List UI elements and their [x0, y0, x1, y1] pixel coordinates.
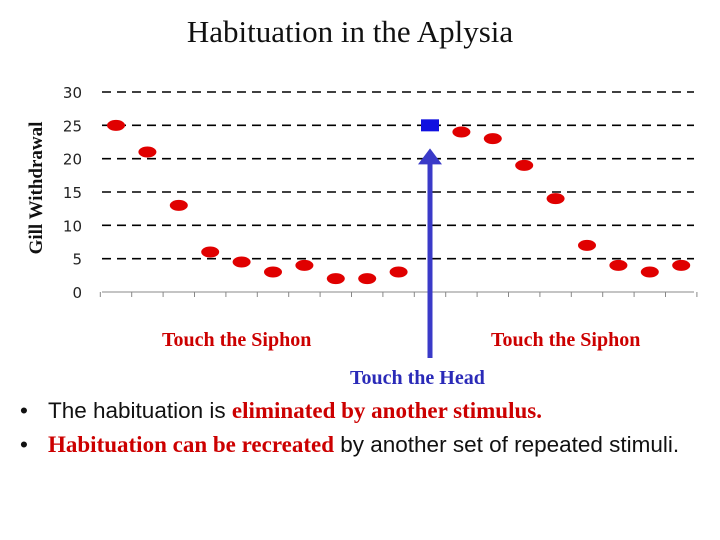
data-point-head	[421, 119, 439, 132]
y-tick-label: 20	[63, 151, 82, 169]
y-tick-label: 30	[63, 84, 82, 102]
bullet-text-emphasis: Habituation can be recreated	[48, 431, 334, 457]
y-tick-label: 15	[63, 184, 82, 202]
arrow-annotation	[418, 148, 442, 358]
bullet-text-emphasis: eliminated by another stimulus.	[231, 398, 542, 423]
data-point-siphon	[483, 133, 502, 145]
bullet-item-1: • The habituation is eliminated by anoth…	[20, 396, 710, 426]
data-point-siphon	[640, 266, 659, 278]
data-points	[107, 119, 691, 285]
data-point-siphon	[295, 259, 314, 271]
data-point-siphon	[232, 256, 251, 268]
data-point-siphon	[264, 266, 282, 278]
data-point-siphon	[107, 119, 125, 131]
label-touch-head: Touch the Head	[350, 367, 485, 389]
y-tick-label: 10	[63, 217, 82, 235]
x-axis	[99, 291, 698, 297]
label-touch-siphon-left: Touch the Siphon	[162, 329, 312, 351]
data-point-siphon	[546, 193, 565, 205]
data-point-siphon	[138, 146, 157, 158]
data-point-siphon	[515, 159, 534, 171]
y-tick-labels: 0 5 10 15 20 25 30	[63, 84, 82, 302]
data-point-siphon	[578, 239, 596, 251]
data-point-siphon	[326, 273, 345, 285]
y-tick-label: 5	[72, 251, 82, 269]
bullet-list: • The habituation is eliminated by anoth…	[20, 396, 710, 464]
label-touch-siphon-right: Touch the Siphon	[491, 329, 641, 351]
grid-lines	[102, 91, 694, 260]
data-point-siphon	[169, 199, 188, 211]
data-point-siphon	[358, 273, 377, 285]
y-tick-label: 0	[72, 284, 82, 302]
data-point-siphon	[609, 259, 628, 271]
bullet-text-plain-after: by another set of repeated stimuli.	[333, 431, 680, 457]
bullet-marker: •	[20, 431, 28, 457]
data-point-siphon	[201, 246, 220, 258]
chart-title: Habituation in the Aplysia	[186, 14, 514, 49]
bullet-marker: •	[20, 398, 28, 423]
bullet-text-plain: The habituation is	[48, 398, 232, 423]
arrow-head	[418, 148, 442, 165]
data-point-siphon	[452, 126, 471, 138]
y-tick-label: 25	[63, 117, 82, 135]
data-point-siphon	[389, 266, 408, 278]
bullet-item-2: • Habituation can be recreated by anothe…	[20, 430, 710, 460]
data-point-siphon	[672, 259, 691, 271]
